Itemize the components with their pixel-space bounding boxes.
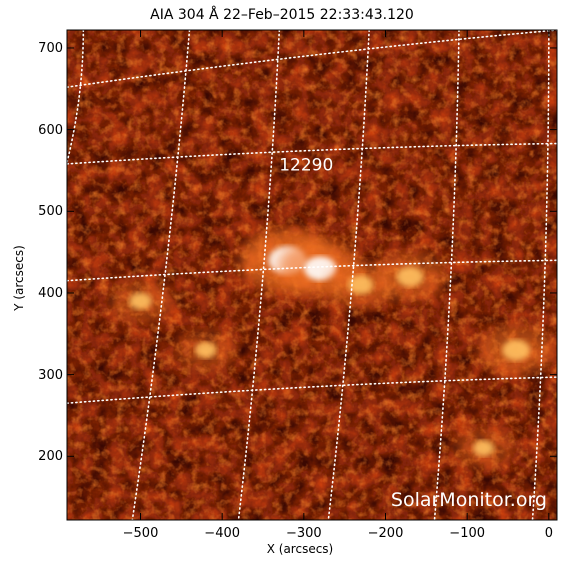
x-axis-label: X (arcsecs) (266, 542, 334, 556)
y-axis-label: Y (arcsecs) (12, 245, 26, 311)
grid-line (327, 30, 370, 520)
y-tick-label: 700 (38, 40, 63, 56)
active-region-label: 12290 (279, 155, 333, 175)
bright-region-core (129, 292, 152, 310)
grid-line (131, 30, 191, 520)
x-tick-label: −500 (122, 526, 159, 541)
grid-line (531, 30, 550, 520)
grid-line (67, 259, 557, 282)
bright-region-core (303, 256, 337, 281)
credit-watermark: SolarMonitor.org (391, 489, 547, 511)
x-tick-label: −200 (367, 526, 404, 541)
y-tick-label: 500 (38, 204, 63, 220)
heliographic-grid (67, 30, 557, 520)
grid-line (67, 30, 557, 88)
x-tick-label: 0 (544, 526, 553, 541)
grid-line (237, 30, 281, 520)
chart-title: AIA 304 Å 22–Feb–2015 22:33:43.120 (150, 7, 414, 23)
bright-region-core (502, 339, 531, 361)
grid-line (433, 30, 460, 520)
x-tick-label: −300 (285, 526, 322, 541)
grid-line (67, 30, 85, 164)
bright-region-core (195, 342, 217, 359)
x-tick-label: −400 (204, 526, 241, 541)
bright-region-core (396, 266, 424, 287)
y-tick-label: 200 (38, 449, 63, 465)
y-tick-label: 300 (38, 367, 63, 383)
x-tick-label: −100 (449, 526, 486, 541)
grid-line (67, 376, 557, 405)
grid-line (67, 142, 557, 165)
plot-frame (66, 29, 558, 521)
axis-ticks (67, 30, 557, 520)
bright-region-core (348, 275, 374, 295)
bright-region-core (472, 440, 495, 457)
y-tick-label: 600 (38, 122, 63, 138)
y-tick-label: 400 (38, 285, 63, 301)
